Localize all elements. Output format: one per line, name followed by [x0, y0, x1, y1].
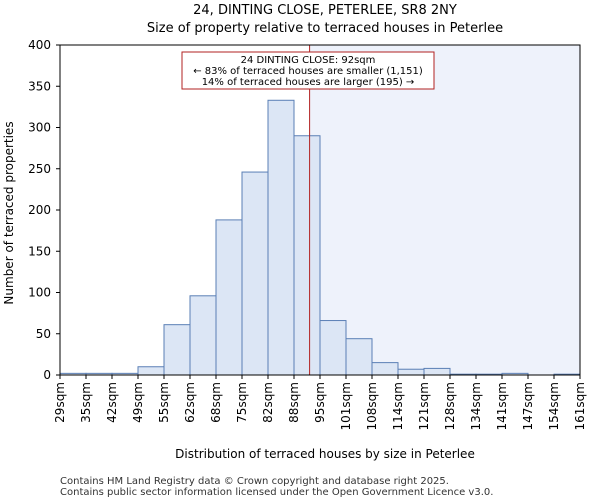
x-tick-label: 101sqm [339, 382, 353, 430]
x-tick-label: 154sqm [547, 382, 561, 430]
plot-area: 0 50 100 150 200 250 300 350 400 29sqm 35sqm 42sqm 4… [28, 38, 587, 430]
y-tick-label: 350 [28, 79, 51, 93]
x-tick-label: 82sqm [261, 382, 275, 423]
x-tick-label: 29sqm [53, 382, 67, 423]
x-tick-label: 161sqm [573, 382, 587, 430]
x-axis-label: Distribution of terraced houses by size … [175, 447, 475, 461]
x-tick-label: 62sqm [183, 382, 197, 423]
annotation-line-1: 24 DINTING CLOSE: 92sqm [241, 55, 376, 66]
x-tick-label: 128sqm [443, 382, 457, 430]
footer-line-2: Contains public sector information licen… [60, 487, 493, 498]
y-tick-label: 150 [28, 244, 51, 258]
chart-title: 24, DINTING CLOSE, PETERLEE, SR8 2NY [193, 3, 457, 18]
y-tick-label: 300 [28, 121, 51, 135]
bar [215, 219, 243, 376]
annotation-line-2: ← 83% of terraced houses are smaller (1,… [193, 66, 423, 77]
bar [319, 320, 347, 376]
chart-subtitle: Size of property relative to terraced ho… [147, 21, 503, 36]
x-tick-label: 147sqm [521, 382, 535, 430]
x-tick-label: 108sqm [365, 382, 379, 430]
y-tick-label: 250 [28, 162, 51, 176]
bar [137, 366, 165, 376]
x-tick-label: 88sqm [287, 382, 301, 423]
bar [267, 99, 295, 376]
y-tick-label: 100 [28, 286, 51, 300]
x-tick-label: 141sqm [495, 382, 509, 430]
y-tick-label: 200 [28, 203, 51, 217]
footer-line-1: Contains HM Land Registry data © Crown c… [60, 476, 449, 487]
annotation-frame [181, 51, 435, 90]
x-tick-label: 75sqm [235, 382, 249, 423]
annotation-line-3: 14% of terraced houses are larger (195) … [202, 77, 415, 88]
bar [189, 295, 217, 376]
bar [163, 324, 191, 376]
x-tick-label: 68sqm [209, 382, 223, 423]
annotation-box: 24 DINTING CLOSE: 92sqm ← 83% of terrace… [181, 51, 435, 90]
y-tick-label: 400 [28, 38, 51, 52]
x-tick-label: 55sqm [157, 382, 171, 423]
y-tick-label: 50 [36, 327, 51, 341]
y-tick-label: 0 [43, 368, 51, 382]
x-tick-label: 49sqm [131, 382, 145, 423]
bar [241, 171, 269, 376]
y-axis-label: Number of terraced properties [2, 121, 16, 304]
x-tick-label: 95sqm [313, 382, 327, 423]
bar [345, 338, 373, 376]
bar [397, 368, 425, 376]
bar [371, 362, 399, 376]
x-tick-label: 121sqm [417, 382, 431, 430]
bar [293, 135, 321, 376]
x-tick-label: 42sqm [105, 382, 119, 423]
bar [423, 367, 451, 376]
x-tick-label: 35sqm [79, 382, 93, 423]
x-tick-label: 134sqm [469, 382, 483, 430]
larger-region-shade [309, 45, 580, 375]
x-tick-label: 114sqm [391, 382, 405, 430]
